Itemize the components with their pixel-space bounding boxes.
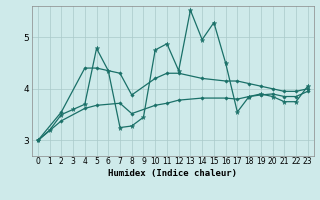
X-axis label: Humidex (Indice chaleur): Humidex (Indice chaleur) [108,169,237,178]
